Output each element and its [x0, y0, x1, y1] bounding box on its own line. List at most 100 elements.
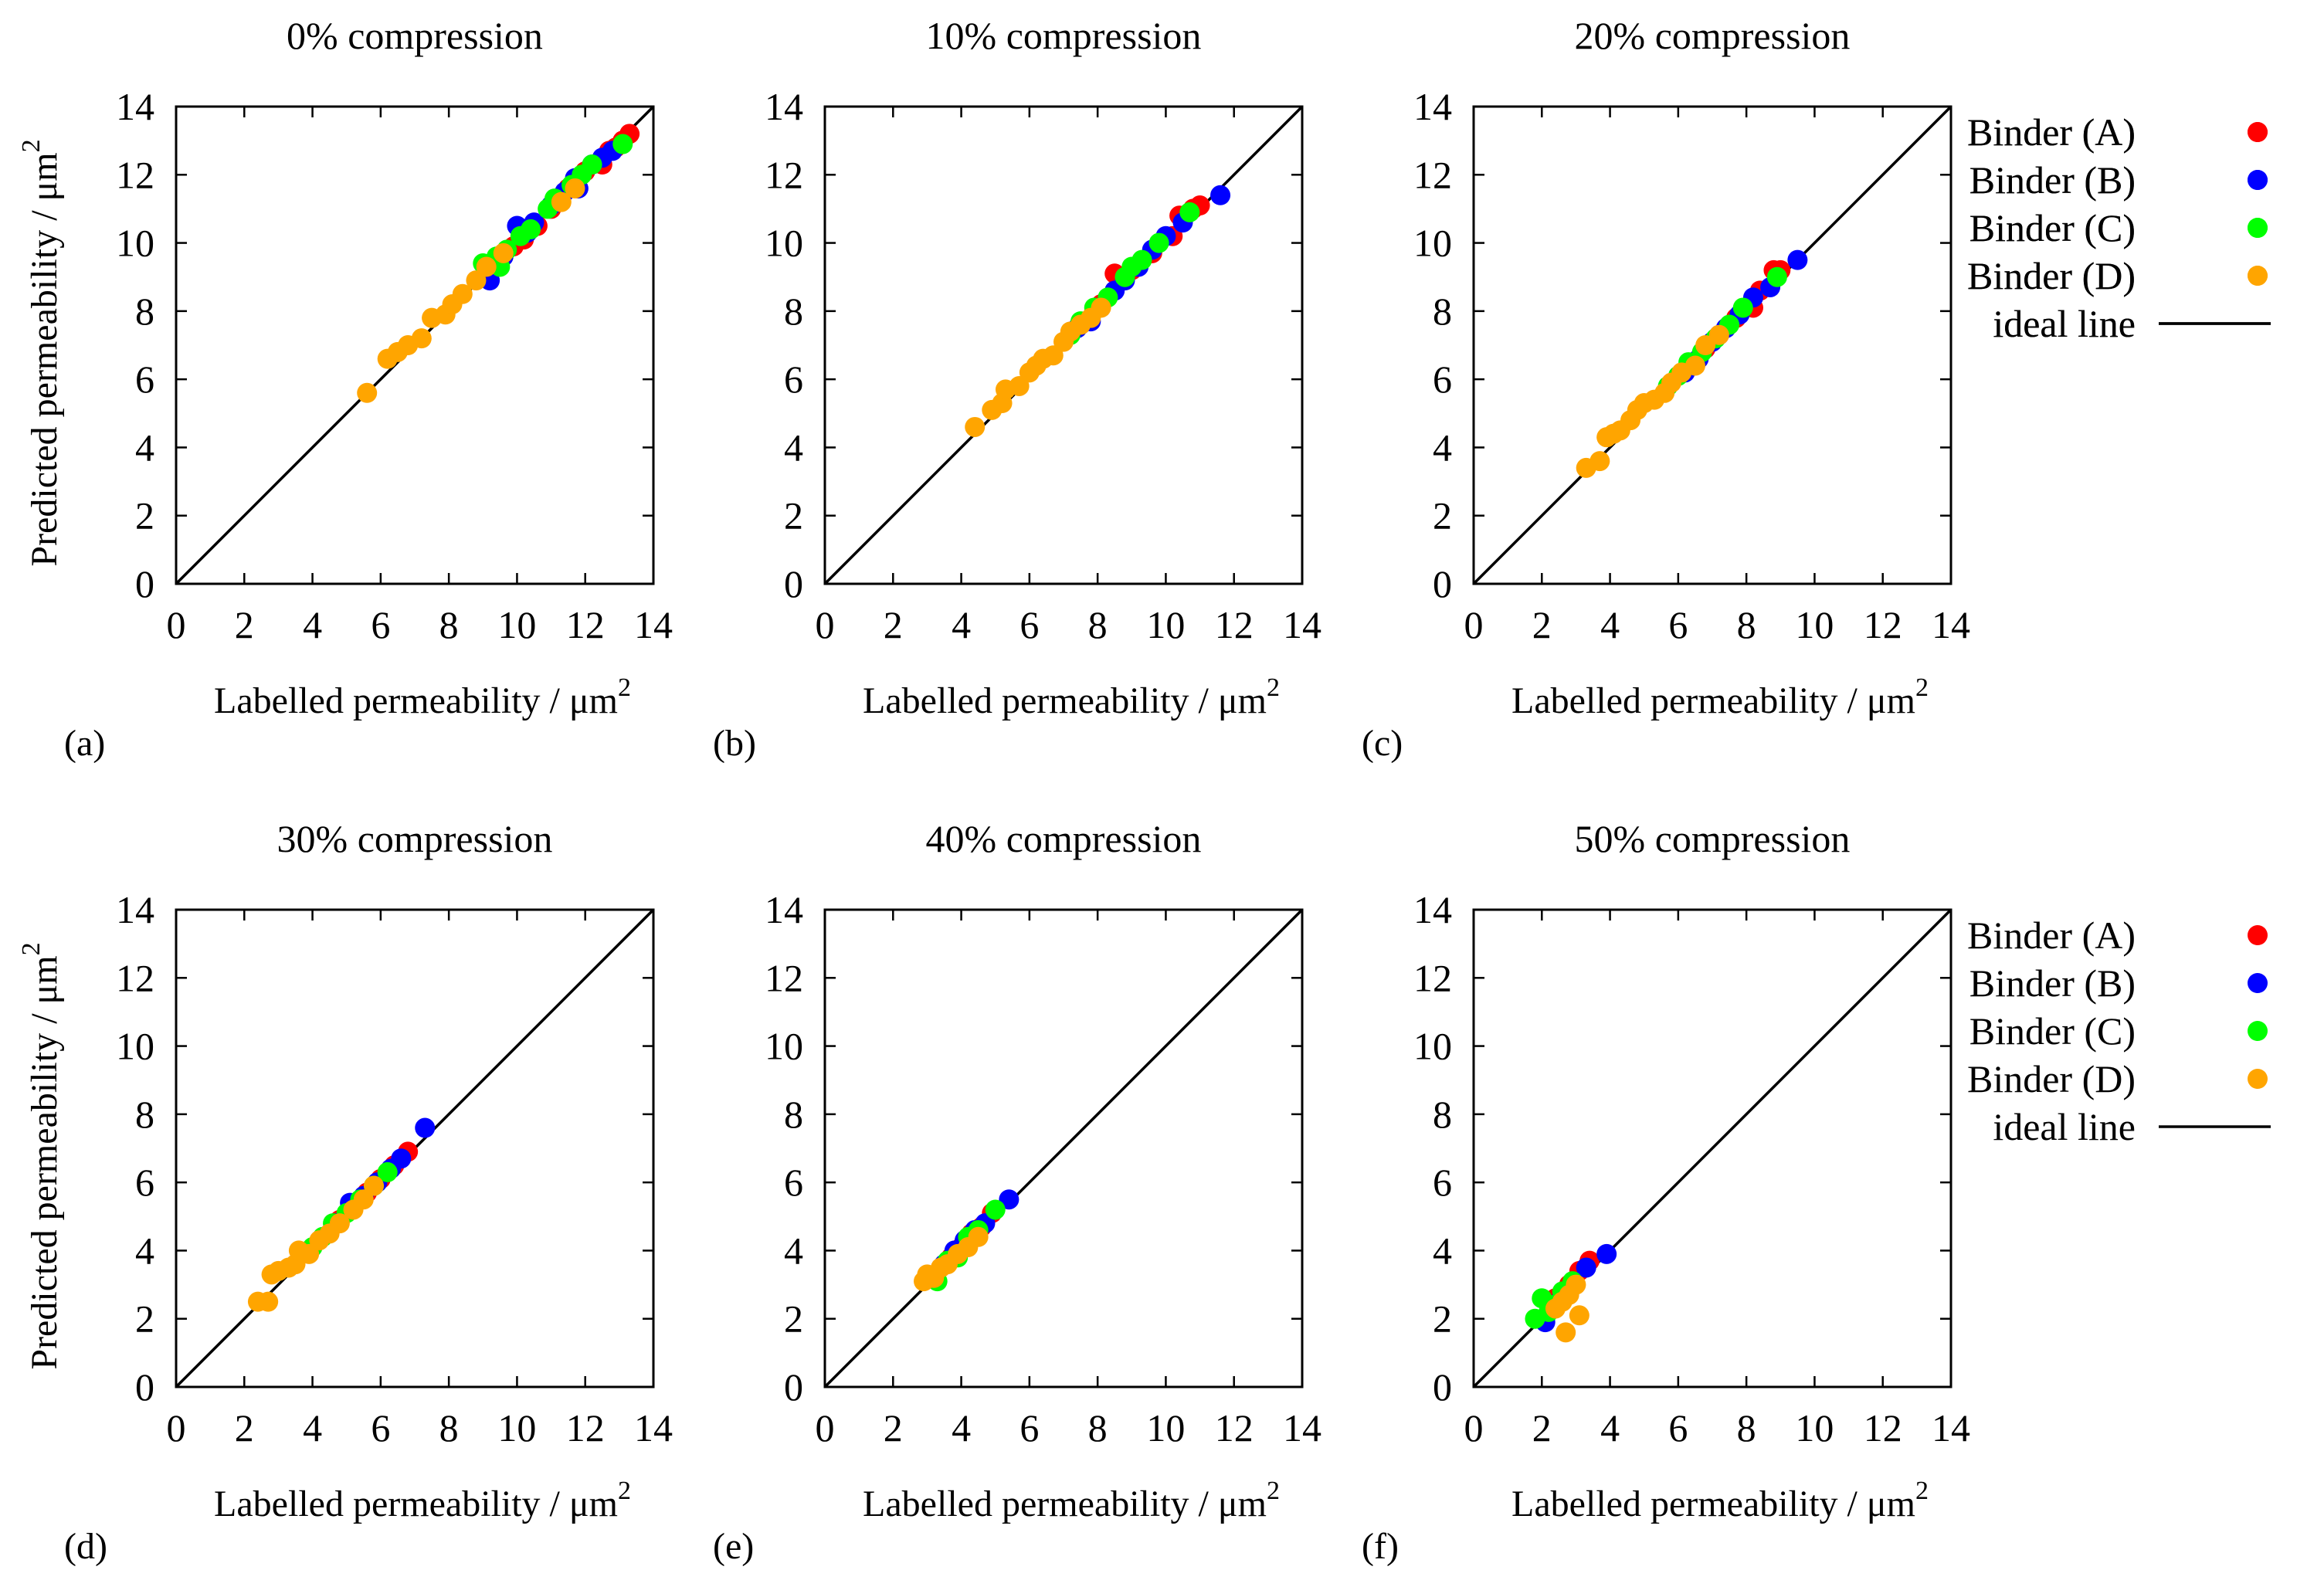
y-tick-label: 8: [135, 1093, 154, 1136]
y-tick-label: 6: [1433, 1161, 1452, 1204]
y-tick-label: 10: [116, 222, 154, 265]
x-tick-label: 0: [1464, 603, 1484, 646]
x-tick-label: 6: [371, 603, 390, 646]
x-tick-label: 6: [1020, 1406, 1039, 1449]
y-tick-label: 2: [784, 1297, 803, 1341]
data-point: [1043, 345, 1064, 366]
x-tick-label: 8: [439, 603, 459, 646]
x-axis-label: Labelled permeability / μm2: [214, 1477, 631, 1524]
y-tick-label: 4: [784, 1229, 803, 1272]
legend-label-ideal-line: ideal line: [1993, 302, 2136, 345]
series-binder-d: [914, 1226, 989, 1292]
data-point: [357, 382, 378, 403]
legend-marker-binder-b: [2248, 973, 2268, 993]
x-tick-label: 4: [1600, 603, 1620, 646]
data-point: [299, 1243, 320, 1264]
x-tick-label: 0: [816, 1406, 835, 1449]
legend-label-binder-c: Binder (C): [1969, 1009, 2136, 1053]
data-point: [353, 1189, 374, 1210]
panel-letter: (a): [64, 723, 105, 764]
panel-letter: (f): [1362, 1526, 1399, 1567]
legend-label-binder-a: Binder (A): [1967, 110, 2136, 154]
data-point: [1566, 1274, 1586, 1295]
ideal-line: [823, 908, 1304, 1388]
data-point: [493, 242, 514, 263]
plot-frame: [1472, 908, 1952, 1388]
y-tick-label: 14: [1413, 888, 1452, 931]
x-tick-label: 10: [1146, 1406, 1185, 1449]
series-binder-d: [965, 297, 1111, 437]
y-tick-label: 14: [765, 888, 803, 931]
x-axis-label: Labelled permeability / μm2: [1511, 673, 1929, 721]
data-point: [968, 1226, 989, 1247]
data-point: [551, 192, 572, 212]
legend-label-binder-d: Binder (D): [1967, 254, 2136, 297]
data-point: [1179, 202, 1200, 222]
x-tick-label: 8: [1737, 603, 1756, 646]
x-tick-label: 4: [303, 603, 322, 646]
x-tick-label: 12: [1215, 1406, 1254, 1449]
plot-frame: [1472, 105, 1952, 585]
data-point: [364, 1175, 385, 1196]
x-tick-label: 2: [1532, 1406, 1552, 1449]
x-tick-label: 0: [816, 603, 835, 646]
data-point: [1708, 324, 1729, 345]
y-tick-label: 0: [784, 562, 803, 605]
panel-letter: (b): [713, 723, 756, 764]
data-point: [965, 416, 986, 437]
legend-label-binder-b: Binder (B): [1969, 158, 2136, 202]
plot-frame: [175, 105, 655, 585]
legend-marker-binder-a: [2248, 122, 2268, 142]
panel-title: 50% compression: [1575, 817, 1851, 860]
legend-marker-binder-a: [2248, 925, 2268, 945]
data-point: [1210, 185, 1231, 205]
legend-label-binder-a: Binder (A): [1967, 110, 2136, 154]
legend-label-binder-c: Binder (C): [1969, 206, 2136, 249]
y-tick-label: 2: [135, 1297, 154, 1341]
y-axis-label: Predicted permeability / μm2: [17, 942, 65, 1369]
data-point: [1589, 451, 1610, 472]
y-tick-label: 8: [1433, 1093, 1452, 1136]
y-tick-label: 10: [1413, 1025, 1452, 1068]
x-tick-label: 10: [497, 603, 536, 646]
y-tick-label: 12: [1413, 153, 1452, 196]
panel-title: 40% compression: [926, 817, 1202, 860]
y-tick-label: 6: [784, 1161, 803, 1204]
data-point: [612, 134, 633, 154]
data-point: [999, 1189, 1020, 1210]
legend-marker-binder-b: [2248, 170, 2268, 190]
x-tick-label: 12: [1215, 603, 1254, 646]
x-tick-label: 14: [634, 603, 673, 646]
y-tick-label: 8: [1433, 290, 1452, 333]
data-point: [1732, 297, 1753, 318]
x-tick-label: 6: [1668, 1406, 1688, 1449]
data-point: [258, 1291, 279, 1312]
y-tick-label: 8: [135, 290, 154, 333]
data-point: [1787, 249, 1808, 270]
x-tick-label: 4: [952, 1406, 971, 1449]
x-tick-label: 8: [1737, 1406, 1756, 1449]
y-tick-label: 0: [135, 562, 154, 605]
y-tick-label: 2: [135, 494, 154, 537]
data-point: [411, 328, 432, 349]
legend-label-ideal-line: ideal line: [1993, 1105, 2136, 1148]
plot-frame: [823, 105, 1304, 585]
x-tick-label: 2: [884, 603, 903, 646]
legend-label-ideal-line: ideal line: [1993, 302, 2136, 345]
panel-letter: (c): [1362, 723, 1403, 764]
y-tick-label: 14: [765, 85, 803, 128]
x-tick-label: 6: [1020, 603, 1039, 646]
data-point: [1556, 1322, 1576, 1343]
data-point: [1009, 375, 1030, 396]
data-point: [565, 178, 585, 198]
x-tick-label: 2: [235, 1406, 254, 1449]
data-point: [329, 1213, 350, 1234]
y-tick-label: 6: [1433, 358, 1452, 401]
panel-letter: (e): [713, 1526, 754, 1567]
y-tick-label: 8: [784, 290, 803, 333]
